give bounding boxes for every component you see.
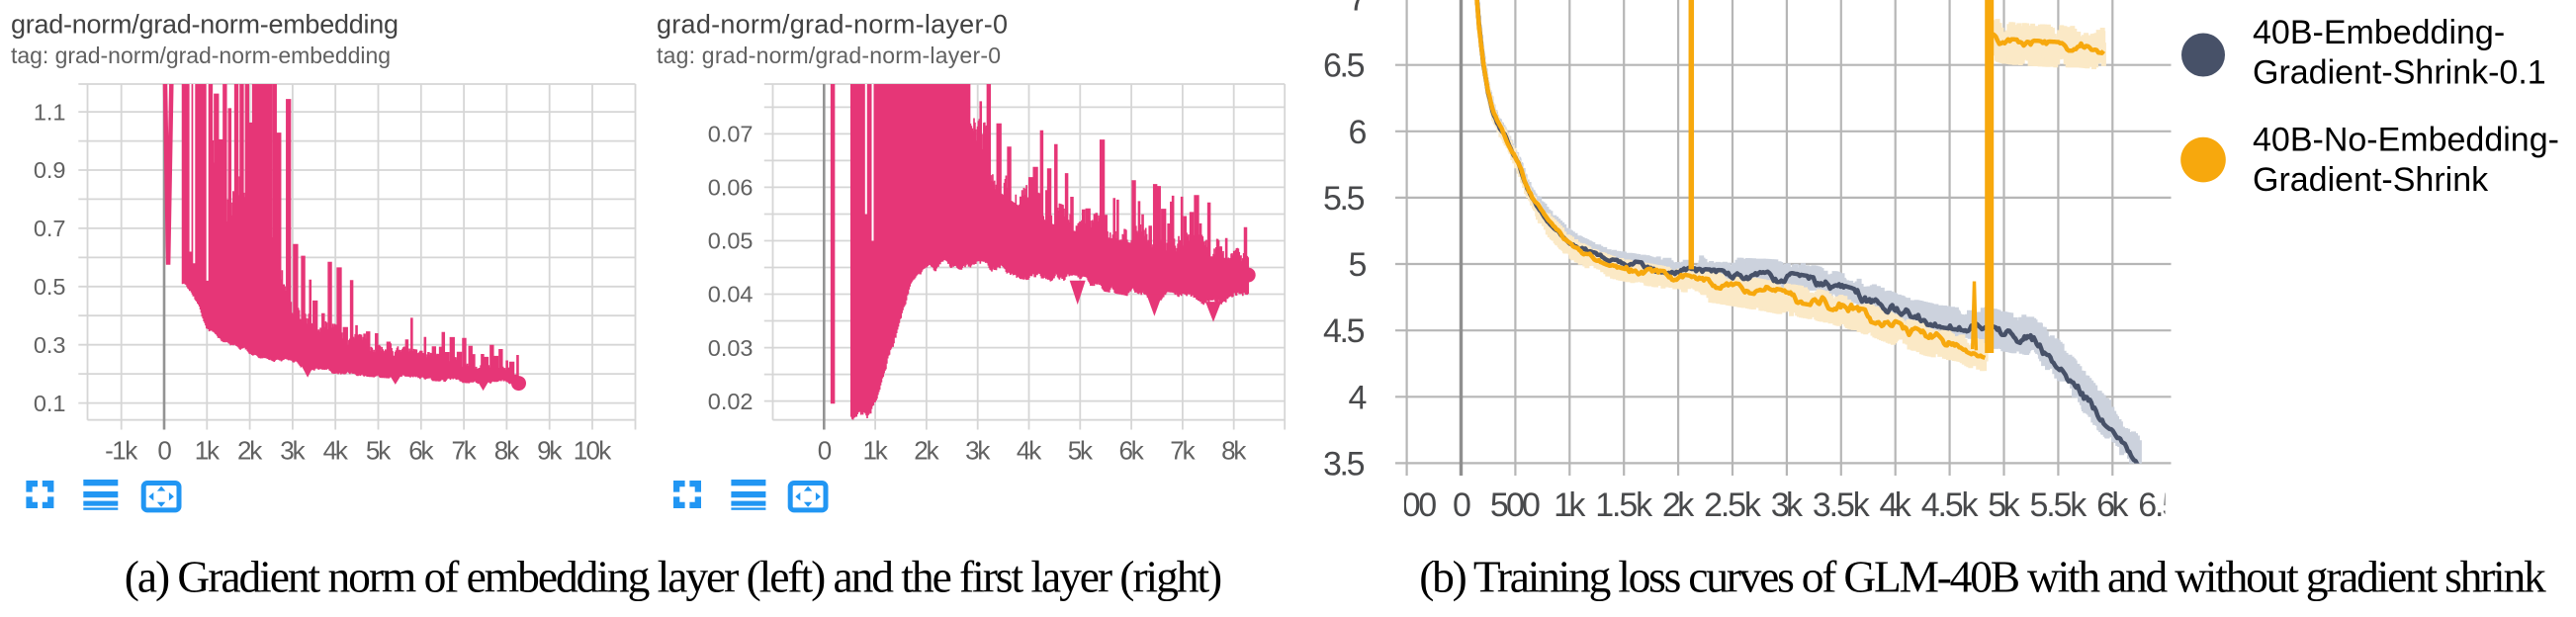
svg-text:5k: 5k (366, 436, 392, 466)
svg-text:Gradient-Shrink-0.1: Gradient-Shrink-0.1 (2253, 54, 2546, 92)
svg-text:6.5: 6.5 (1323, 47, 1366, 85)
svg-text:4k: 4k (1880, 486, 1912, 524)
svg-text:3k: 3k (965, 436, 991, 466)
svg-text:5.5: 5.5 (1323, 180, 1366, 218)
svg-text:4.5k: 4.5k (1921, 486, 1980, 524)
svg-text:5: 5 (1349, 246, 1368, 284)
svg-text:1.1: 1.1 (34, 99, 66, 125)
svg-text:5k: 5k (1988, 486, 2020, 524)
svg-text:0.3: 0.3 (34, 332, 66, 358)
svg-text:0.05: 0.05 (708, 228, 754, 254)
svg-text:-1k: -1k (105, 436, 138, 466)
svg-text:2k: 2k (914, 436, 939, 466)
svg-text:0.02: 0.02 (708, 389, 754, 414)
svg-text:0.03: 0.03 (708, 335, 754, 361)
svg-text:7k: 7k (452, 436, 478, 466)
svg-text:-500: -500 (1377, 486, 1437, 524)
svg-text:4.5: 4.5 (1323, 312, 1366, 350)
svg-text:2k: 2k (1662, 486, 1695, 524)
svg-text:3.5: 3.5 (1323, 445, 1366, 483)
svg-text:2.5k: 2.5k (1704, 486, 1762, 524)
svg-text:3k: 3k (280, 436, 306, 466)
svg-text:500: 500 (1490, 486, 1541, 524)
svg-text:3k: 3k (1771, 486, 1804, 524)
svg-text:1k: 1k (863, 436, 889, 466)
svg-text:0.1: 0.1 (34, 391, 66, 416)
svg-text:tag: grad-norm/grad-norm-layer: tag: grad-norm/grad-norm-layer-0 (657, 43, 1001, 68)
svg-text:8k: 8k (1221, 436, 1247, 466)
svg-text:(b) Training loss curves of GL: (b) Training loss curves of GLM-40B with… (1419, 552, 2546, 602)
svg-text:9k: 9k (537, 436, 563, 466)
svg-text:0.06: 0.06 (708, 175, 754, 201)
svg-text:0.9: 0.9 (34, 157, 66, 183)
svg-text:Gradient-Shrink: Gradient-Shrink (2253, 161, 2489, 199)
svg-text:8k: 8k (494, 436, 520, 466)
svg-text:grad-norm/grad-norm-layer-0: grad-norm/grad-norm-layer-0 (657, 10, 1008, 40)
svg-text:6k: 6k (2096, 486, 2129, 524)
svg-text:7: 7 (1349, 0, 1368, 19)
svg-text:2k: 2k (237, 436, 263, 466)
svg-text:5k: 5k (1068, 436, 1094, 466)
svg-text:1.5k: 1.5k (1595, 486, 1653, 524)
svg-text:40B-Embedding-: 40B-Embedding- (2253, 14, 2505, 51)
svg-text:0.07: 0.07 (708, 122, 754, 147)
svg-text:0: 0 (157, 436, 171, 466)
svg-text:6k: 6k (408, 436, 434, 466)
svg-text:7k: 7k (1170, 436, 1196, 466)
svg-text:0.5: 0.5 (34, 274, 66, 300)
svg-text:6: 6 (1349, 114, 1368, 151)
svg-text:tag: grad-norm/grad-norm-embed: tag: grad-norm/grad-norm-embedding (11, 43, 391, 68)
svg-text:3.5k: 3.5k (1813, 486, 1871, 524)
svg-text:(a) Gradient norm of embedding: (a) Gradient norm of embedding layer (le… (125, 552, 1222, 602)
svg-text:grad-norm/grad-norm-embedding: grad-norm/grad-norm-embedding (11, 10, 399, 40)
svg-text:0: 0 (1453, 486, 1471, 524)
svg-text:6.5k: 6.5k (2138, 486, 2196, 524)
svg-text:40B-No-Embedding-: 40B-No-Embedding- (2253, 122, 2559, 159)
svg-text:0.04: 0.04 (708, 282, 754, 308)
svg-text:0: 0 (818, 436, 832, 466)
svg-text:5.5k: 5.5k (2030, 486, 2088, 524)
svg-text:1k: 1k (195, 436, 221, 466)
svg-text:6k: 6k (1119, 436, 1145, 466)
svg-text:10k: 10k (574, 436, 613, 466)
svg-text:4k: 4k (1017, 436, 1042, 466)
svg-text:4k: 4k (323, 436, 349, 466)
svg-text:4: 4 (1349, 379, 1368, 416)
svg-text:1k: 1k (1554, 486, 1586, 524)
svg-text:0.7: 0.7 (34, 216, 66, 241)
